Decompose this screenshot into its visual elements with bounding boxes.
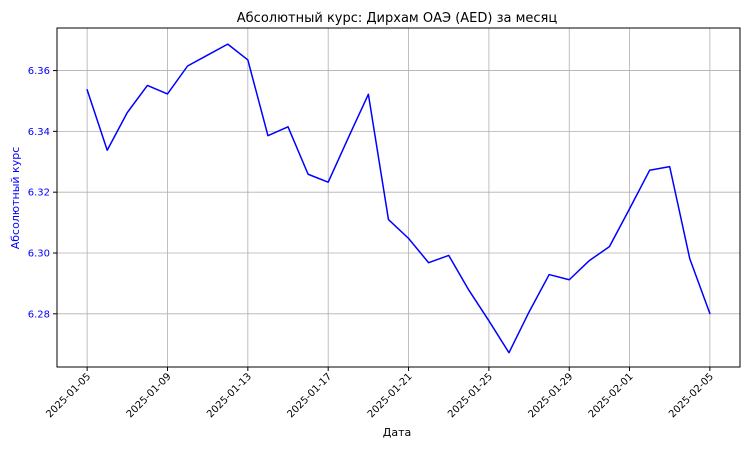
- series-line: [86, 43, 711, 354]
- y-tick-label: 6.28: [28, 309, 50, 320]
- x-tick-label: 2025-02-01: [587, 371, 636, 420]
- series-layer: [86, 43, 711, 354]
- x-tick-label: 2025-01-25: [446, 371, 495, 420]
- chart-title: Абсолютный курс: Дирхам ОАЭ (AED) за мес…: [237, 11, 558, 26]
- x-axis-label: Дата: [383, 426, 411, 439]
- y-axis-ticks: 6.28 6.30 6.32 6.34 6.36: [28, 66, 57, 320]
- x-tick-label: 2025-01-21: [366, 371, 415, 420]
- y-axis-label: Абсолютный курс: [9, 147, 22, 250]
- x-tick-label: 2025-01-09: [125, 371, 174, 420]
- x-tick-label: 2025-01-17: [285, 371, 334, 420]
- y-tick-label: 6.30: [28, 248, 50, 259]
- x-tick-label: 2025-01-13: [205, 371, 254, 420]
- x-tick-label: 2025-01-29: [526, 371, 575, 420]
- y-tick-label: 6.34: [28, 127, 50, 138]
- x-tick-label: 2025-01-05: [44, 371, 93, 420]
- x-tick-label: 2025-02-05: [667, 371, 716, 420]
- plot-frame: [56, 27, 741, 368]
- grid: [57, 28, 740, 367]
- y-tick-label: 6.36: [28, 66, 50, 77]
- y-tick-label: 6.32: [28, 188, 50, 199]
- x-axis-ticks: 2025-01-05 2025-01-09 2025-01-13 2025-01-17…: [44, 367, 716, 420]
